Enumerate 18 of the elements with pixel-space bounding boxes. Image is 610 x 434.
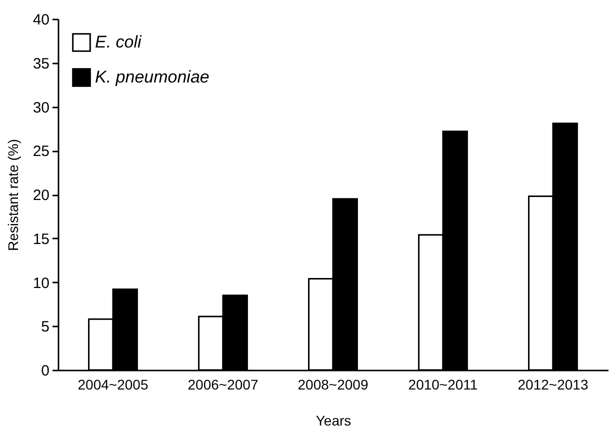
y-tick-label: 20 [32, 187, 50, 204]
y-tick-label: 5 [41, 318, 50, 336]
x-axis-title: Years [316, 412, 352, 428]
y-tick-label: 0 [41, 362, 50, 380]
x-tick-label: 2010~2011 [408, 376, 478, 392]
y-tick-label: 40 [32, 12, 50, 28]
x-tick-label: 2012~2013 [518, 376, 588, 392]
legend-label: K. pneumoniae [95, 68, 210, 86]
y-tick-label: 15 [32, 230, 50, 248]
legend-label: E. coli [95, 32, 143, 52]
y-tick-label: 35 [32, 55, 50, 72]
y-axis-title: Resistant rate (%) [4, 138, 21, 252]
y-tick-label: 30 [32, 99, 50, 116]
x-tick-label: 2006~2007 [188, 376, 258, 392]
x-tick-label: 2008~2009 [298, 376, 368, 392]
y-tick-label: 10 [32, 274, 50, 292]
y-tick-label: 25 [32, 143, 50, 160]
x-tick-label: 2004~2005 [78, 376, 148, 392]
